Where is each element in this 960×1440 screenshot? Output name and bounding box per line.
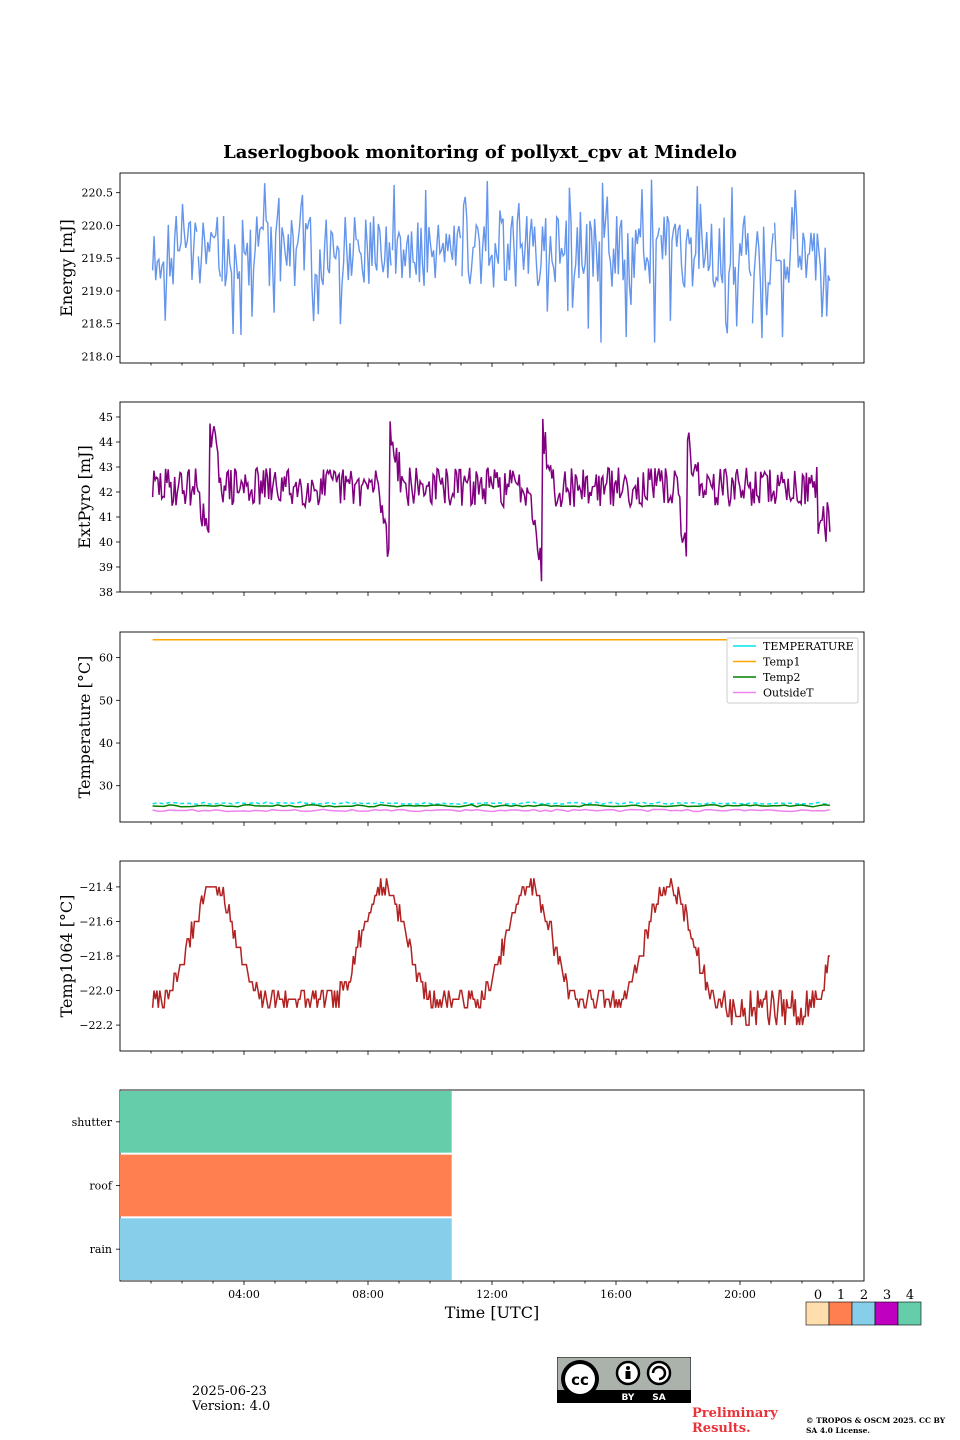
preliminary-results-note: Preliminary Results. — [692, 1406, 778, 1436]
status-legend-label: 3 — [883, 1288, 891, 1303]
extpyro-series-line — [151, 418, 831, 582]
x-tick-label: 12:00 — [476, 1288, 508, 1301]
legend-entry: OutsideT — [763, 687, 814, 700]
status-bar-rain — [120, 1218, 452, 1280]
copyright-note: © TROPOS & OSCM 2025. CC BY SA 4.0 Licen… — [806, 1416, 946, 1435]
status-row-label: shutter — [72, 1116, 113, 1129]
panel-frame — [119, 860, 865, 1052]
status-legend-label: 2 — [860, 1288, 868, 1303]
y-tick-label: 60 — [99, 652, 113, 665]
legend-frame — [726, 637, 859, 704]
cc-sa-label: SA — [652, 1393, 665, 1403]
y-tick-label: 220.5 — [82, 187, 114, 200]
temp1064-series-line — [151, 878, 830, 1026]
series-line-temp2 — [152, 803, 830, 808]
status-bar-roof — [120, 1154, 452, 1217]
processing-date: 2025-06-23 — [192, 1384, 267, 1399]
y-axis-label: Energy [mJ] — [57, 219, 76, 317]
status-legend-label: 1 — [837, 1288, 845, 1303]
panel-status: shutter roof rain 04:00 08:00 12:00 16:00 20:00… — [72, 1089, 865, 1322]
y-tick-label: 220.0 — [82, 219, 114, 232]
y-tick-label: 40 — [99, 536, 113, 549]
panel-energy: 218.0 218.5 219.0 219.5 220.0 220.5 Energy [mJ… — [57, 172, 865, 367]
svg-text:cc: cc — [571, 1371, 589, 1389]
legend-entry: Temp2 — [763, 671, 800, 684]
y-axis-label: ExtPyro [mJ] — [75, 445, 94, 548]
x-tick-label: 04:00 — [228, 1288, 260, 1301]
series-line-outsidet — [152, 808, 831, 813]
y-tick-label: 42 — [99, 486, 113, 499]
y-tick-label: −22.2 — [79, 1019, 113, 1032]
y-tick-label: 219.5 — [82, 252, 114, 265]
y-tick-label: −21.4 — [79, 881, 113, 894]
panel-temperature: 30 40 50 60 Temperature [°C] TEMPERATURE Temp1… — [75, 631, 865, 826]
cc-by-label: BY — [622, 1393, 635, 1403]
status-bar-shutter — [120, 1091, 452, 1153]
x-tick-label: 08:00 — [352, 1288, 384, 1301]
status-legend-label: 4 — [906, 1288, 914, 1303]
y-tick-label: −21.8 — [79, 950, 113, 963]
status-swatch-0 — [805, 1301, 830, 1326]
y-tick-label: 40 — [99, 737, 113, 750]
x-tick-label: 16:00 — [600, 1288, 632, 1301]
y-axis-label: Temp1064 [°C] — [57, 895, 76, 1018]
status-row-label: rain — [90, 1243, 112, 1256]
cc-by-sa-badge: cc BY SA — [556, 1356, 692, 1404]
y-tick-label: 50 — [99, 694, 113, 707]
status-legend-label: 0 — [814, 1288, 822, 1303]
y-tick-label: 218.0 — [82, 350, 114, 363]
y-tick-label: 218.5 — [82, 318, 114, 331]
series-line-temperature — [152, 801, 831, 806]
legend-entry: Temp1 — [763, 656, 800, 669]
legend-entry: TEMPERATURE — [763, 640, 854, 653]
status-swatch-2 — [851, 1301, 876, 1326]
y-tick-label: 44 — [99, 436, 113, 449]
x-tick-label: 20:00 — [724, 1288, 756, 1301]
panel-extpyro: 38 39 40 41 42 43 44 45 ExtPyro [mJ] — [75, 401, 865, 599]
status-row-label: roof — [89, 1180, 113, 1193]
y-tick-label: 219.0 — [82, 285, 114, 298]
y-tick-label: 43 — [99, 461, 113, 474]
figure-title: Laserlogbook monitoring of pollyxt_cpv a… — [223, 142, 737, 163]
y-tick-label: 45 — [99, 411, 113, 424]
y-tick-label: −22.0 — [79, 985, 113, 998]
y-axis-label: Temperature [°C] — [75, 656, 94, 799]
y-tick-label: 30 — [99, 780, 113, 793]
y-tick-label: 38 — [99, 586, 113, 599]
x-axis-label: Time [UTC] — [445, 1303, 539, 1322]
energy-series-line — [151, 179, 831, 343]
y-tick-label: 41 — [99, 511, 113, 524]
status-swatch-4 — [897, 1301, 922, 1326]
status-swatch-3 — [874, 1301, 899, 1326]
version-label: Version: 4.0 — [192, 1399, 271, 1414]
y-tick-label: 39 — [99, 561, 113, 574]
status-swatch-1 — [828, 1301, 853, 1326]
y-tick-label: −21.6 — [79, 915, 113, 928]
temperature-legend: TEMPERATURE Temp1 Temp2 OutsideT — [726, 637, 859, 704]
